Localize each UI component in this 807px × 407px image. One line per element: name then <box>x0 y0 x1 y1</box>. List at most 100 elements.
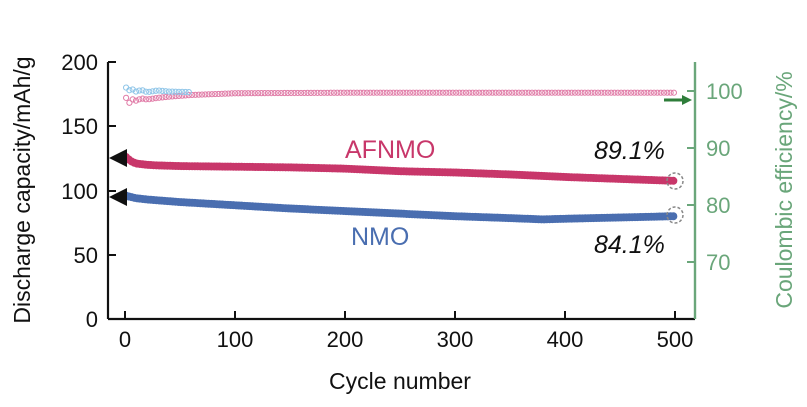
afnmo-coulombic-efficiency-point <box>637 89 645 96</box>
afnmo-coulombic-efficiency-point <box>271 89 278 97</box>
x-tick-label: 400 <box>547 327 584 352</box>
afnmo-coulombic-efficiency-point <box>301 89 308 97</box>
afnmo-coulombic-efficiency-point <box>354 89 361 96</box>
afnmo-coulombic-efficiency-point <box>558 89 565 96</box>
afnmo-coulombic-efficiency-point <box>449 89 456 96</box>
afnmo-label: AFNMO <box>345 136 435 164</box>
afnmo-coulombic-efficiency-point <box>357 89 364 96</box>
afnmo-coulombic-efficiency-point <box>657 89 664 96</box>
nmo-coulombic-efficiency-point <box>152 87 159 94</box>
afnmo-coulombic-efficiency-point <box>621 89 628 96</box>
afnmo-coulombic-efficiency-point <box>614 89 621 96</box>
nmo-coulombic-efficiency-point <box>182 88 189 96</box>
y-tick-label: 50 <box>74 243 98 268</box>
y-tick-label: 150 <box>61 114 98 139</box>
nmo-point <box>669 212 678 221</box>
afnmo-coulombic-efficiency-point <box>542 89 549 96</box>
afnmo-coulombic-efficiency-point <box>136 96 143 103</box>
afnmo-coulombic-efficiency-point <box>231 90 239 97</box>
afnmo-coulombic-efficiency-point <box>479 89 486 96</box>
afnmo-coulombic-efficiency-point <box>264 90 272 97</box>
afnmo-coulombic-efficiency-point <box>538 89 546 96</box>
afnmo-coulombic-efficiency-point <box>258 90 265 97</box>
afnmo-coulombic-efficiency-point <box>423 89 430 96</box>
afnmo-coulombic-efficiency-point <box>390 89 397 96</box>
afnmo-coulombic-efficiency-point <box>330 89 338 96</box>
y2-tick-label: 80 <box>706 193 730 218</box>
afnmo-coulombic-efficiency-point <box>429 89 437 96</box>
afnmo-coulombic-efficiency-point <box>608 89 615 96</box>
nmo-coulombic-efficiency-point <box>142 88 149 95</box>
afnmo-coulombic-efficiency-point <box>654 89 661 96</box>
afnmo-coulombic-efficiency-point <box>152 95 159 102</box>
afnmo-coulombic-efficiency-point <box>245 90 252 97</box>
afnmo-coulombic-efficiency-point <box>492 89 499 96</box>
series-layer <box>122 84 678 224</box>
afnmo-coulombic-efficiency-point <box>446 89 453 96</box>
afnmo-coulombic-efficiency-point <box>641 89 648 96</box>
x-tick-label: 0 <box>119 327 131 352</box>
afnmo-coulombic-efficiency-point <box>156 94 163 101</box>
afnmo-coulombic-efficiency-point <box>528 89 536 96</box>
afnmo-coulombic-efficiency-point <box>462 89 470 96</box>
afnmo-coulombic-efficiency-point <box>489 89 496 96</box>
afnmo-coulombic-efficiency-point <box>139 95 146 102</box>
afnmo-endpoint-circle <box>666 172 684 190</box>
afnmo-coulombic-efficiency-point <box>291 89 298 97</box>
afnmo-coulombic-efficiency-point <box>284 89 291 97</box>
y2-tick-label: 100 <box>706 79 743 104</box>
afnmo-coulombic-efficiency-point <box>387 89 394 96</box>
afnmo-coulombic-efficiency-point <box>555 89 562 96</box>
afnmo-coulombic-efficiency-point <box>426 89 433 96</box>
afnmo-coulombic-efficiency-point <box>601 89 608 96</box>
afnmo-coulombic-efficiency-point <box>251 90 258 97</box>
afnmo-coulombic-efficiency-point <box>651 89 658 96</box>
afnmo-coulombic-efficiency-point <box>327 89 334 96</box>
nmo-coulombic-efficiency-point <box>132 88 140 95</box>
y2-axis-title: Coulombic efficiency/% <box>771 71 797 308</box>
afnmo-coulombic-efficiency-point <box>459 89 466 96</box>
afnmo-coulombic-efficiency-point <box>314 89 321 96</box>
afnmo-coulombic-efficiency-point <box>172 93 179 100</box>
afnmo-coulombic-efficiency-point <box>594 89 602 96</box>
afnmo-coulombic-efficiency-point <box>215 90 222 98</box>
afnmo-coulombic-efficiency-point <box>604 89 612 96</box>
afnmo-coulombic-efficiency-point <box>618 89 625 96</box>
afnmo-coulombic-efficiency-point <box>274 89 281 97</box>
afnmo-coulombic-efficiency-point <box>377 89 384 96</box>
afnmo-series <box>122 153 678 185</box>
y-axis-title: Discharge capacity/mAh/g <box>9 56 35 323</box>
afnmo-coulombic-efficiency-series <box>123 89 678 106</box>
afnmo-coulombic-efficiency-point <box>406 89 413 96</box>
afnmo-coulombic-efficiency-point <box>403 89 410 96</box>
afnmo-coulombic-efficiency-point <box>585 89 592 96</box>
afnmo-coulombic-efficiency-point <box>502 89 509 96</box>
afnmo-coulombic-efficiency-point <box>495 89 503 96</box>
afnmo-coulombic-efficiency-point <box>383 89 390 96</box>
afnmo-coulombic-efficiency-point <box>317 89 324 96</box>
afnmo-coulombic-efficiency-point <box>410 89 417 96</box>
afnmo-coulombic-efficiency-point <box>627 89 635 96</box>
afnmo-coulombic-efficiency-point <box>588 89 595 96</box>
nmo-coulombic-efficiency-point <box>126 87 133 94</box>
nmo-coulombic-efficiency-point <box>162 88 169 95</box>
efficiency-axis-arrow <box>664 95 692 105</box>
afnmo-coulombic-efficiency-point <box>126 99 133 106</box>
afnmo-coulombic-efficiency-point <box>575 89 582 96</box>
afnmo-coulombic-efficiency-point <box>212 90 219 98</box>
afnmo-coulombic-efficiency-point <box>202 91 209 98</box>
nmo-coulombic-efficiency-point <box>179 88 186 96</box>
afnmo-coulombic-efficiency-point <box>453 89 460 96</box>
afnmo-coulombic-efficiency-point <box>235 90 242 97</box>
afnmo-coulombic-efficiency-point <box>337 89 344 96</box>
afnmo-coulombic-efficiency-point <box>324 89 331 96</box>
afnmo-coulombic-efficiency-point <box>581 89 588 96</box>
y2-tick-label: 70 <box>706 250 730 275</box>
afnmo-coulombic-efficiency-point <box>340 89 347 96</box>
afnmo-coulombic-efficiency-point <box>400 89 407 96</box>
nmo-coulombic-efficiency-point <box>175 88 182 95</box>
nmo-retention-label: 84.1% <box>594 231 665 259</box>
afnmo-coulombic-efficiency-point <box>644 89 651 96</box>
afnmo-coulombic-efficiency-point <box>268 89 275 97</box>
